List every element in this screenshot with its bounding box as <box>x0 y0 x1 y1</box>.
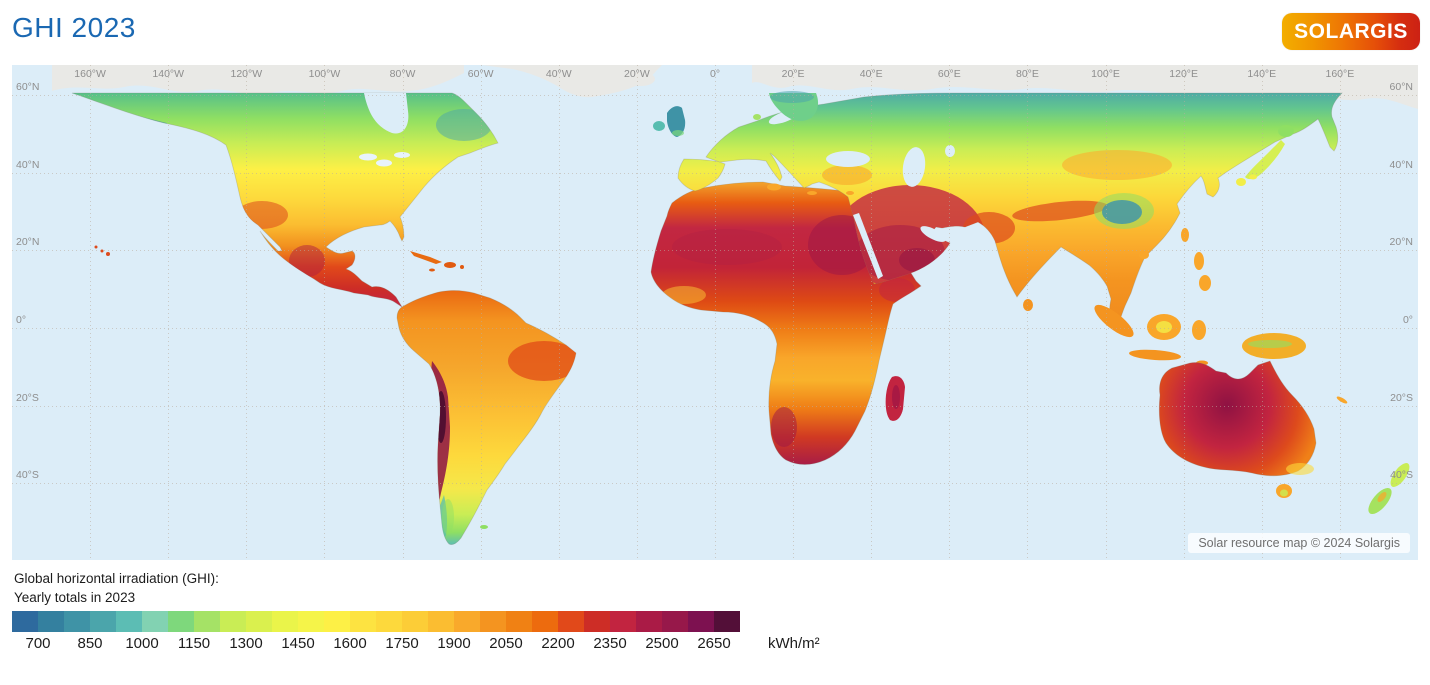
color-step <box>298 611 324 632</box>
color-step <box>688 611 714 632</box>
region-southeast-asia <box>1094 252 1306 366</box>
color-step <box>90 611 116 632</box>
taiwan-region <box>1181 228 1189 242</box>
region-caribbean <box>410 251 464 272</box>
scale-tick-label: 1900 <box>437 635 471 652</box>
color-step <box>402 611 428 632</box>
region-north-america <box>71 92 499 308</box>
scale-unit-label: kWh/m² <box>768 635 820 652</box>
scale-tick-label: 1300 <box>229 635 263 652</box>
region-new-zealand <box>1368 463 1410 515</box>
color-step <box>116 611 142 632</box>
color-step <box>636 611 662 632</box>
color-step <box>376 611 402 632</box>
legend-title-line2: Yearly totals in 2023 <box>14 589 136 605</box>
scale-tick-label: 1750 <box>385 635 419 652</box>
color-step <box>584 611 610 632</box>
himalaya-region <box>1012 200 1108 222</box>
color-step <box>194 611 220 632</box>
color-step <box>12 611 38 632</box>
map-artwork <box>52 65 1418 546</box>
color-step <box>506 611 532 632</box>
color-step <box>428 611 454 632</box>
color-step <box>64 611 90 632</box>
scale-tick-label: 1600 <box>333 635 367 652</box>
color-step <box>168 611 194 632</box>
color-step <box>532 611 558 632</box>
color-step <box>714 611 740 632</box>
hudson-bay <box>364 93 409 134</box>
region-east-asia-islands <box>1023 125 1294 311</box>
caspian-sea <box>902 147 926 187</box>
color-step <box>324 611 350 632</box>
legend-title: Global horizontal irradiation (GHI): Yea… <box>14 570 219 608</box>
color-step <box>480 611 506 632</box>
sicily-region <box>767 183 781 191</box>
scale-tick-label: 2650 <box>697 635 731 652</box>
scale-tick-label: 1150 <box>177 635 211 652</box>
sri-lanka-region <box>1023 299 1033 311</box>
red-sea <box>853 213 883 279</box>
color-scale-ticks: 700 850 1000 1150 1300 1450 1600 1750 1900 2050 22… <box>12 635 740 655</box>
ireland-region <box>653 121 665 131</box>
falkland-islands <box>480 525 488 529</box>
page-title: GHI 2023 <box>12 12 136 43</box>
region-south-america <box>396 290 577 546</box>
color-step <box>558 611 584 632</box>
new-caledonia-region <box>1336 396 1348 404</box>
iceland-region <box>627 72 655 86</box>
great-lakes <box>359 153 377 161</box>
scale-tick-label: 2500 <box>645 635 679 652</box>
arctic-no-data-region <box>52 65 1418 109</box>
persian-gulf <box>920 226 946 242</box>
color-step <box>142 611 168 632</box>
map-attribution: Solar resource map © 2024 Solargis <box>1188 533 1410 553</box>
united-kingdom-region <box>667 106 686 137</box>
greenland-region <box>482 65 662 98</box>
color-step <box>662 611 688 632</box>
color-step <box>272 611 298 632</box>
region-hawaii <box>94 245 110 256</box>
scale-tick-label: 1450 <box>281 635 315 652</box>
scale-tick-label: 1000 <box>125 635 159 652</box>
scale-tick-label: 2350 <box>593 635 627 652</box>
color-step <box>246 611 272 632</box>
color-step <box>220 611 246 632</box>
black-sea <box>826 151 870 167</box>
region-australia <box>1158 360 1348 498</box>
solargis-logo[interactable]: SOLARGIS <box>1282 13 1420 50</box>
java-region <box>1129 349 1181 361</box>
region-africa <box>650 181 922 465</box>
color-step <box>350 611 376 632</box>
color-step <box>38 611 64 632</box>
scale-tick-label: 2050 <box>489 635 523 652</box>
scale-tick-label: 850 <box>77 635 103 652</box>
japan-region <box>1245 140 1285 180</box>
solargis-logo-text: SOLARGIS <box>1294 19 1408 43</box>
color-step <box>454 611 480 632</box>
legend-title-line1: Global horizontal irradiation (GHI): <box>14 571 219 586</box>
color-scale <box>12 611 740 632</box>
scale-tick-label: 700 <box>25 635 51 652</box>
philippines-region <box>1194 252 1204 270</box>
world-map: 160°W 140°W 120°W 100°W 80°W 60°W 40°W 20°W 0° 20… <box>12 65 1418 560</box>
scale-tick-label: 2200 <box>541 635 575 652</box>
sichuan-basin-region <box>1102 200 1142 224</box>
color-step <box>610 611 636 632</box>
